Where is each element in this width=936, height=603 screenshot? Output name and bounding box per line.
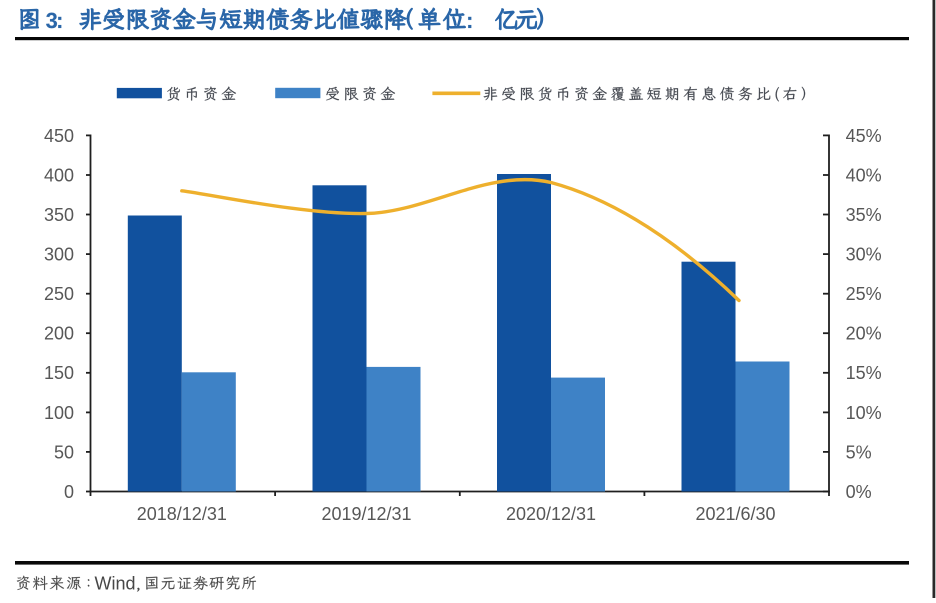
svg-text:5%: 5%: [846, 442, 872, 462]
svg-text:300: 300: [44, 245, 74, 265]
svg-text:40%: 40%: [846, 165, 882, 185]
svg-text:450: 450: [44, 126, 74, 146]
svg-text:10%: 10%: [846, 403, 882, 423]
svg-text:2018/12/31: 2018/12/31: [137, 504, 227, 524]
svg-text:100: 100: [44, 403, 74, 423]
svg-text:0%: 0%: [846, 482, 872, 502]
svg-text:2021/6/30: 2021/6/30: [695, 504, 775, 524]
svg-text:45%: 45%: [846, 126, 882, 146]
svg-text:0: 0: [64, 482, 74, 502]
svg-text:20%: 20%: [846, 324, 882, 344]
svg-text:150: 150: [44, 363, 74, 383]
svg-text:30%: 30%: [846, 245, 882, 265]
svg-text:35%: 35%: [846, 205, 882, 225]
svg-text:50: 50: [54, 442, 74, 462]
svg-text:Wind: Wind: [95, 574, 136, 594]
svg-text:15%: 15%: [846, 363, 882, 383]
svg-text:2020/12/31: 2020/12/31: [506, 504, 596, 524]
svg-text:25%: 25%: [846, 284, 882, 304]
svg-text:2019/12/31: 2019/12/31: [321, 504, 411, 524]
svg-text:350: 350: [44, 205, 74, 225]
svg-text:400: 400: [44, 165, 74, 185]
svg-text:250: 250: [44, 284, 74, 304]
svg-text:200: 200: [44, 324, 74, 344]
